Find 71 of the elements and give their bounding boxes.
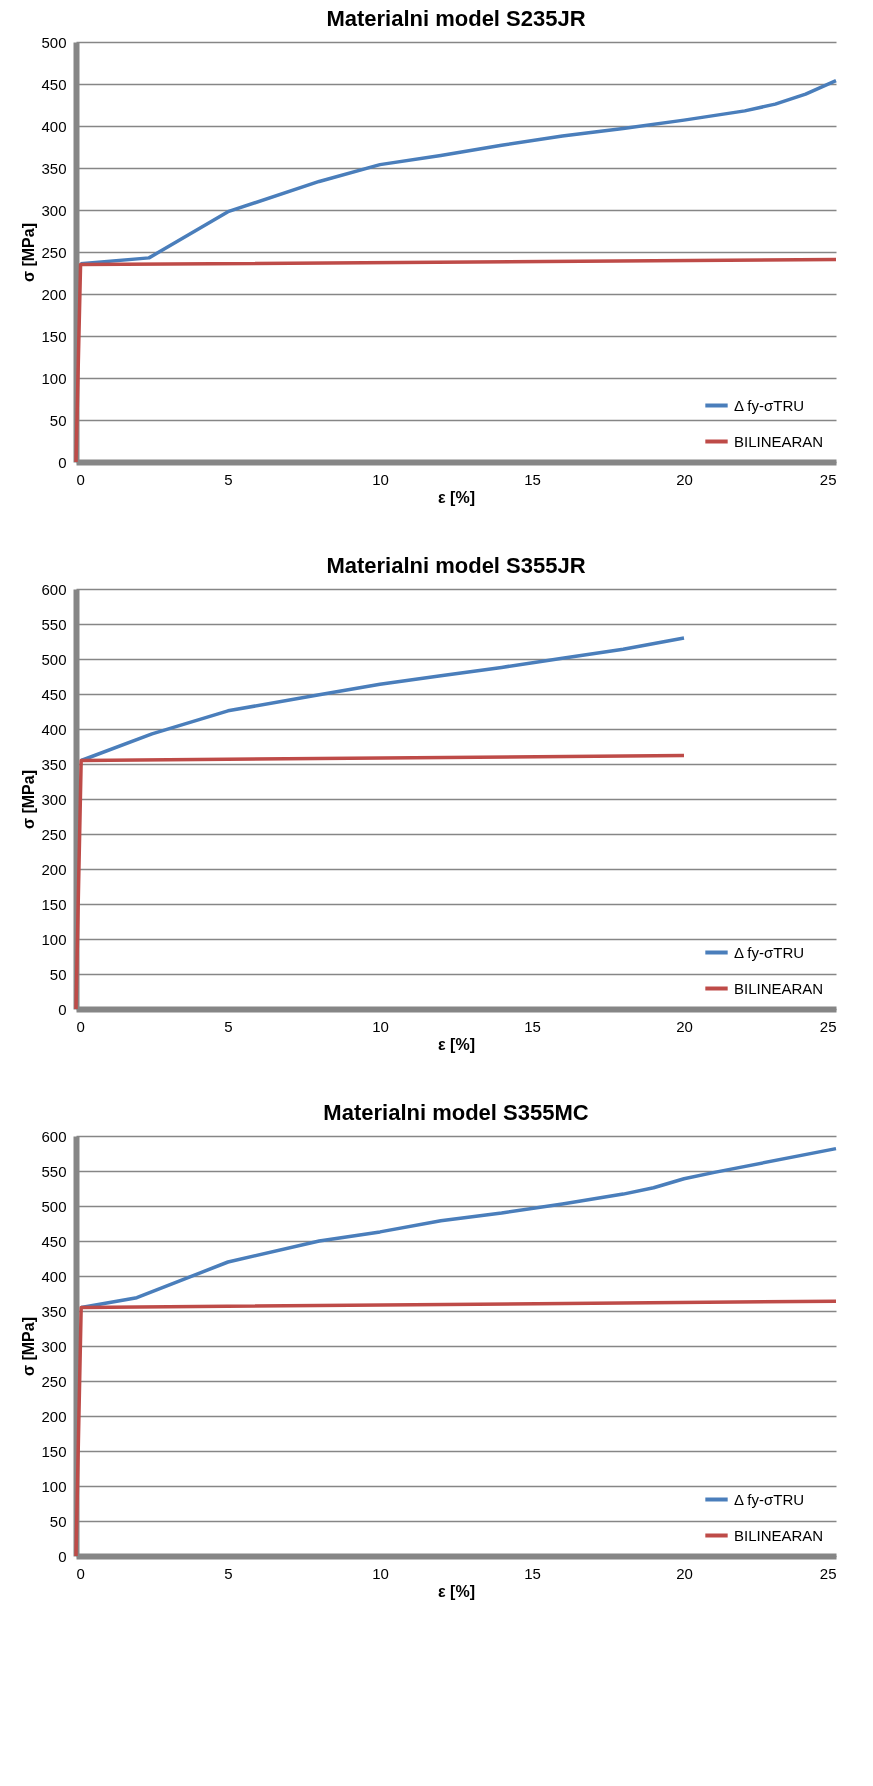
y-tick-label: 300 <box>41 1337 67 1355</box>
y-tick-label: 150 <box>41 327 67 345</box>
y-tick-label: 550 <box>41 615 67 633</box>
y-tick-label: 400 <box>41 1267 67 1285</box>
y-tick-label: 50 <box>49 965 67 983</box>
legend-label: Δ fy-σTRU <box>734 1490 805 1508</box>
y-tick-label: 250 <box>41 825 67 843</box>
y-tick-label: 350 <box>41 1302 67 1320</box>
x-tick-label: 15 <box>524 1564 541 1582</box>
x-tick-label: 20 <box>676 1017 693 1035</box>
y-tick-label: 200 <box>41 860 67 878</box>
y-tick-label: 150 <box>41 1442 67 1460</box>
y-tick-label: 50 <box>49 411 67 429</box>
y-tick-label: 500 <box>41 1197 67 1215</box>
y-tick-label: 100 <box>41 930 67 948</box>
y-tick-label: 100 <box>41 1477 67 1495</box>
x-tick-label: 10 <box>372 1017 389 1035</box>
chart-title: Materialni model S355JR <box>326 553 586 578</box>
y-tick-label: 50 <box>49 1512 67 1530</box>
x-tick-label: 25 <box>819 1017 837 1035</box>
y-tick-label: 550 <box>41 1162 67 1180</box>
x-tick-label: 25 <box>819 470 837 488</box>
y-tick-label: 200 <box>41 1407 67 1425</box>
x-tick-label: 10 <box>372 470 389 488</box>
x-axis-title: ε [%] <box>438 488 475 506</box>
y-tick-label: 450 <box>41 75 67 93</box>
y-tick-label: 450 <box>41 1232 67 1250</box>
y-tick-label: 250 <box>41 243 67 261</box>
y-tick-label: 500 <box>41 33 67 51</box>
x-tick-label: 0 <box>76 1017 85 1035</box>
y-tick-label: 600 <box>41 1127 67 1145</box>
y-tick-label: 100 <box>41 369 67 387</box>
x-tick-label: 20 <box>676 1564 693 1582</box>
x-tick-label: 0 <box>76 1564 85 1582</box>
y-tick-label: 0 <box>58 453 67 471</box>
legend-label: Δ fy-σTRU <box>734 396 805 414</box>
y-tick-label: 350 <box>41 755 67 773</box>
legend-label: BILINEARAN <box>734 432 824 450</box>
x-tick-label: 25 <box>819 1564 837 1582</box>
y-axis-title: σ [MPa] <box>20 770 38 829</box>
y-tick-label: 400 <box>41 720 67 738</box>
y-tick-label: 450 <box>41 685 67 703</box>
y-tick-label: 600 <box>41 580 67 598</box>
x-tick-label: 5 <box>224 1017 233 1035</box>
legend-label: Δ fy-σTRU <box>734 943 805 961</box>
x-tick-label: 5 <box>224 1564 233 1582</box>
y-tick-label: 400 <box>41 117 67 135</box>
y-tick-label: 200 <box>41 285 67 303</box>
y-tick-label: 500 <box>41 650 67 668</box>
y-tick-label: 0 <box>58 1000 67 1018</box>
x-tick-label: 0 <box>76 470 85 488</box>
chart-title: Materialni model S235JR <box>326 6 586 31</box>
y-tick-label: 150 <box>41 895 67 913</box>
y-tick-label: 350 <box>41 159 67 177</box>
y-tick-label: 0 <box>58 1547 67 1565</box>
x-tick-label: 10 <box>372 1564 389 1582</box>
y-tick-label: 300 <box>41 201 67 219</box>
x-axis-title: ε [%] <box>438 1035 475 1053</box>
x-tick-label: 15 <box>524 1017 541 1035</box>
chart-title: Materialni model S355MC <box>323 1100 589 1125</box>
legend-label: BILINEARAN <box>734 979 824 997</box>
x-tick-label: 15 <box>524 470 541 488</box>
x-tick-label: 20 <box>676 470 693 488</box>
y-axis-title: σ [MPa] <box>20 1317 38 1376</box>
y-tick-label: 300 <box>41 790 67 808</box>
x-tick-label: 5 <box>224 470 233 488</box>
line-series <box>78 78 838 266</box>
legend-label: BILINEARAN <box>734 1526 824 1544</box>
x-axis-title: ε [%] <box>438 1582 475 1600</box>
y-axis-title: σ [MPa] <box>20 223 38 282</box>
y-tick-label: 250 <box>41 1372 67 1390</box>
